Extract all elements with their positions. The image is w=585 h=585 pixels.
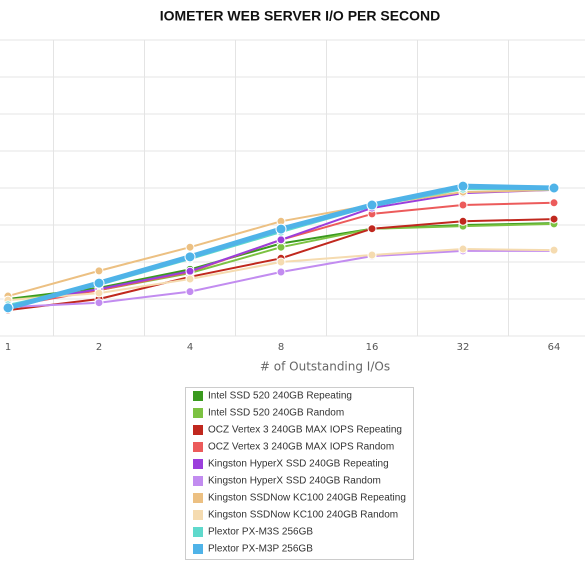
point [93, 277, 105, 289]
point [276, 242, 286, 252]
point [276, 235, 286, 245]
point [367, 224, 377, 234]
x-tick-label: 4 [187, 342, 193, 353]
point [549, 214, 559, 224]
point [276, 257, 286, 267]
point [367, 250, 377, 260]
point [458, 244, 468, 254]
x-tick-label: 64 [548, 342, 561, 353]
legend-swatch [193, 476, 203, 486]
point [184, 251, 196, 263]
legend-swatch [193, 544, 203, 554]
x-tick-label: 16 [366, 342, 379, 353]
x-tick-label: 2 [96, 342, 102, 353]
point [94, 288, 104, 298]
legend-box [185, 387, 414, 560]
legend-swatch [193, 527, 203, 537]
point [457, 180, 469, 192]
point [94, 298, 104, 308]
legend-label: Kingston SSDNow KC100 240GB Repeating [208, 493, 406, 504]
legend-label: Intel SSD 520 240GB Repeating [208, 391, 352, 402]
x-tick-label: 1 [5, 342, 11, 353]
legend-swatch [193, 391, 203, 401]
legend-label: Kingston HyperX SSD 240GB Repeating [208, 459, 389, 470]
legend-swatch [193, 425, 203, 435]
point [185, 287, 195, 297]
point [185, 274, 195, 284]
legend-swatch [193, 442, 203, 452]
point [549, 198, 559, 208]
point [549, 245, 559, 255]
point [458, 200, 468, 210]
legend-swatch [193, 459, 203, 469]
x-tick-label: 32 [457, 342, 470, 353]
point [366, 199, 378, 211]
point [458, 216, 468, 226]
legend-swatch [193, 510, 203, 520]
point [275, 223, 287, 235]
legend-label: Kingston HyperX SSD 240GB Random [208, 476, 381, 487]
legend-label: Plextor PX-M3S 256GB [208, 527, 313, 538]
point [185, 242, 195, 252]
legend-label: Plextor PX-M3P 256GB [208, 544, 313, 555]
legend-label: OCZ Vertex 3 240GB MAX IOPS Repeating [208, 425, 402, 436]
point [548, 182, 560, 194]
legend-swatch [193, 408, 203, 418]
legend-label: Intel SSD 520 240GB Random [208, 408, 344, 419]
point [2, 302, 14, 314]
point [276, 267, 286, 277]
point [94, 266, 104, 276]
legend-label: Kingston SSDNow KC100 240GB Random [208, 510, 398, 521]
point [185, 266, 195, 276]
chart-title: IOMETER WEB SERVER I/O PER SECOND [160, 8, 441, 24]
legend-swatch [193, 493, 203, 503]
legend-label: OCZ Vertex 3 240GB MAX IOPS Random [208, 442, 394, 453]
x-axis-label: # of Outstanding I/Os [260, 360, 390, 374]
x-tick-label: 8 [278, 342, 284, 353]
